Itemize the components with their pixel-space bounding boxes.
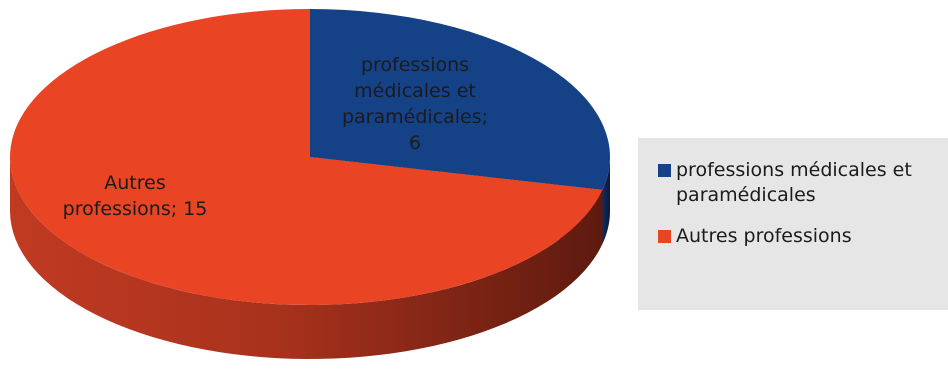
legend-item-professions-medicales: professions médicales et paramédicales <box>658 158 948 208</box>
pie-side-autres-professions <box>10 157 603 359</box>
pie-slice-professions-medicales <box>310 9 611 190</box>
legend-label-line: professions médicales et <box>676 159 912 181</box>
legend-item-autres-professions: Autres professions <box>658 224 948 249</box>
legend-label: professions médicales et paramédicales <box>676 158 912 208</box>
legend: professions médicales et paramédicales A… <box>638 138 948 310</box>
data-label-line: médicales et <box>354 80 476 102</box>
data-label-line: professions; 15 <box>62 198 208 220</box>
pie-side-professions-medicales <box>602 157 610 244</box>
data-label-line: 6 <box>408 132 422 154</box>
data-label-line: professions <box>360 54 470 76</box>
legend-swatch-red <box>658 230 671 243</box>
data-label-line: Autres <box>104 172 166 194</box>
data-label-autres-professions: Autres professions; 15 <box>50 170 220 222</box>
legend-label-line: paramédicales <box>676 184 816 206</box>
pie-plot-area <box>10 9 611 359</box>
legend-swatch-blue <box>658 164 671 177</box>
legend-label: Autres professions <box>676 225 852 247</box>
data-label-line: paramédicales; <box>341 106 489 128</box>
data-label-professions-medicales: professions médicales et paramédicales; … <box>330 52 500 156</box>
pie-slice-autres-professions <box>10 9 603 305</box>
